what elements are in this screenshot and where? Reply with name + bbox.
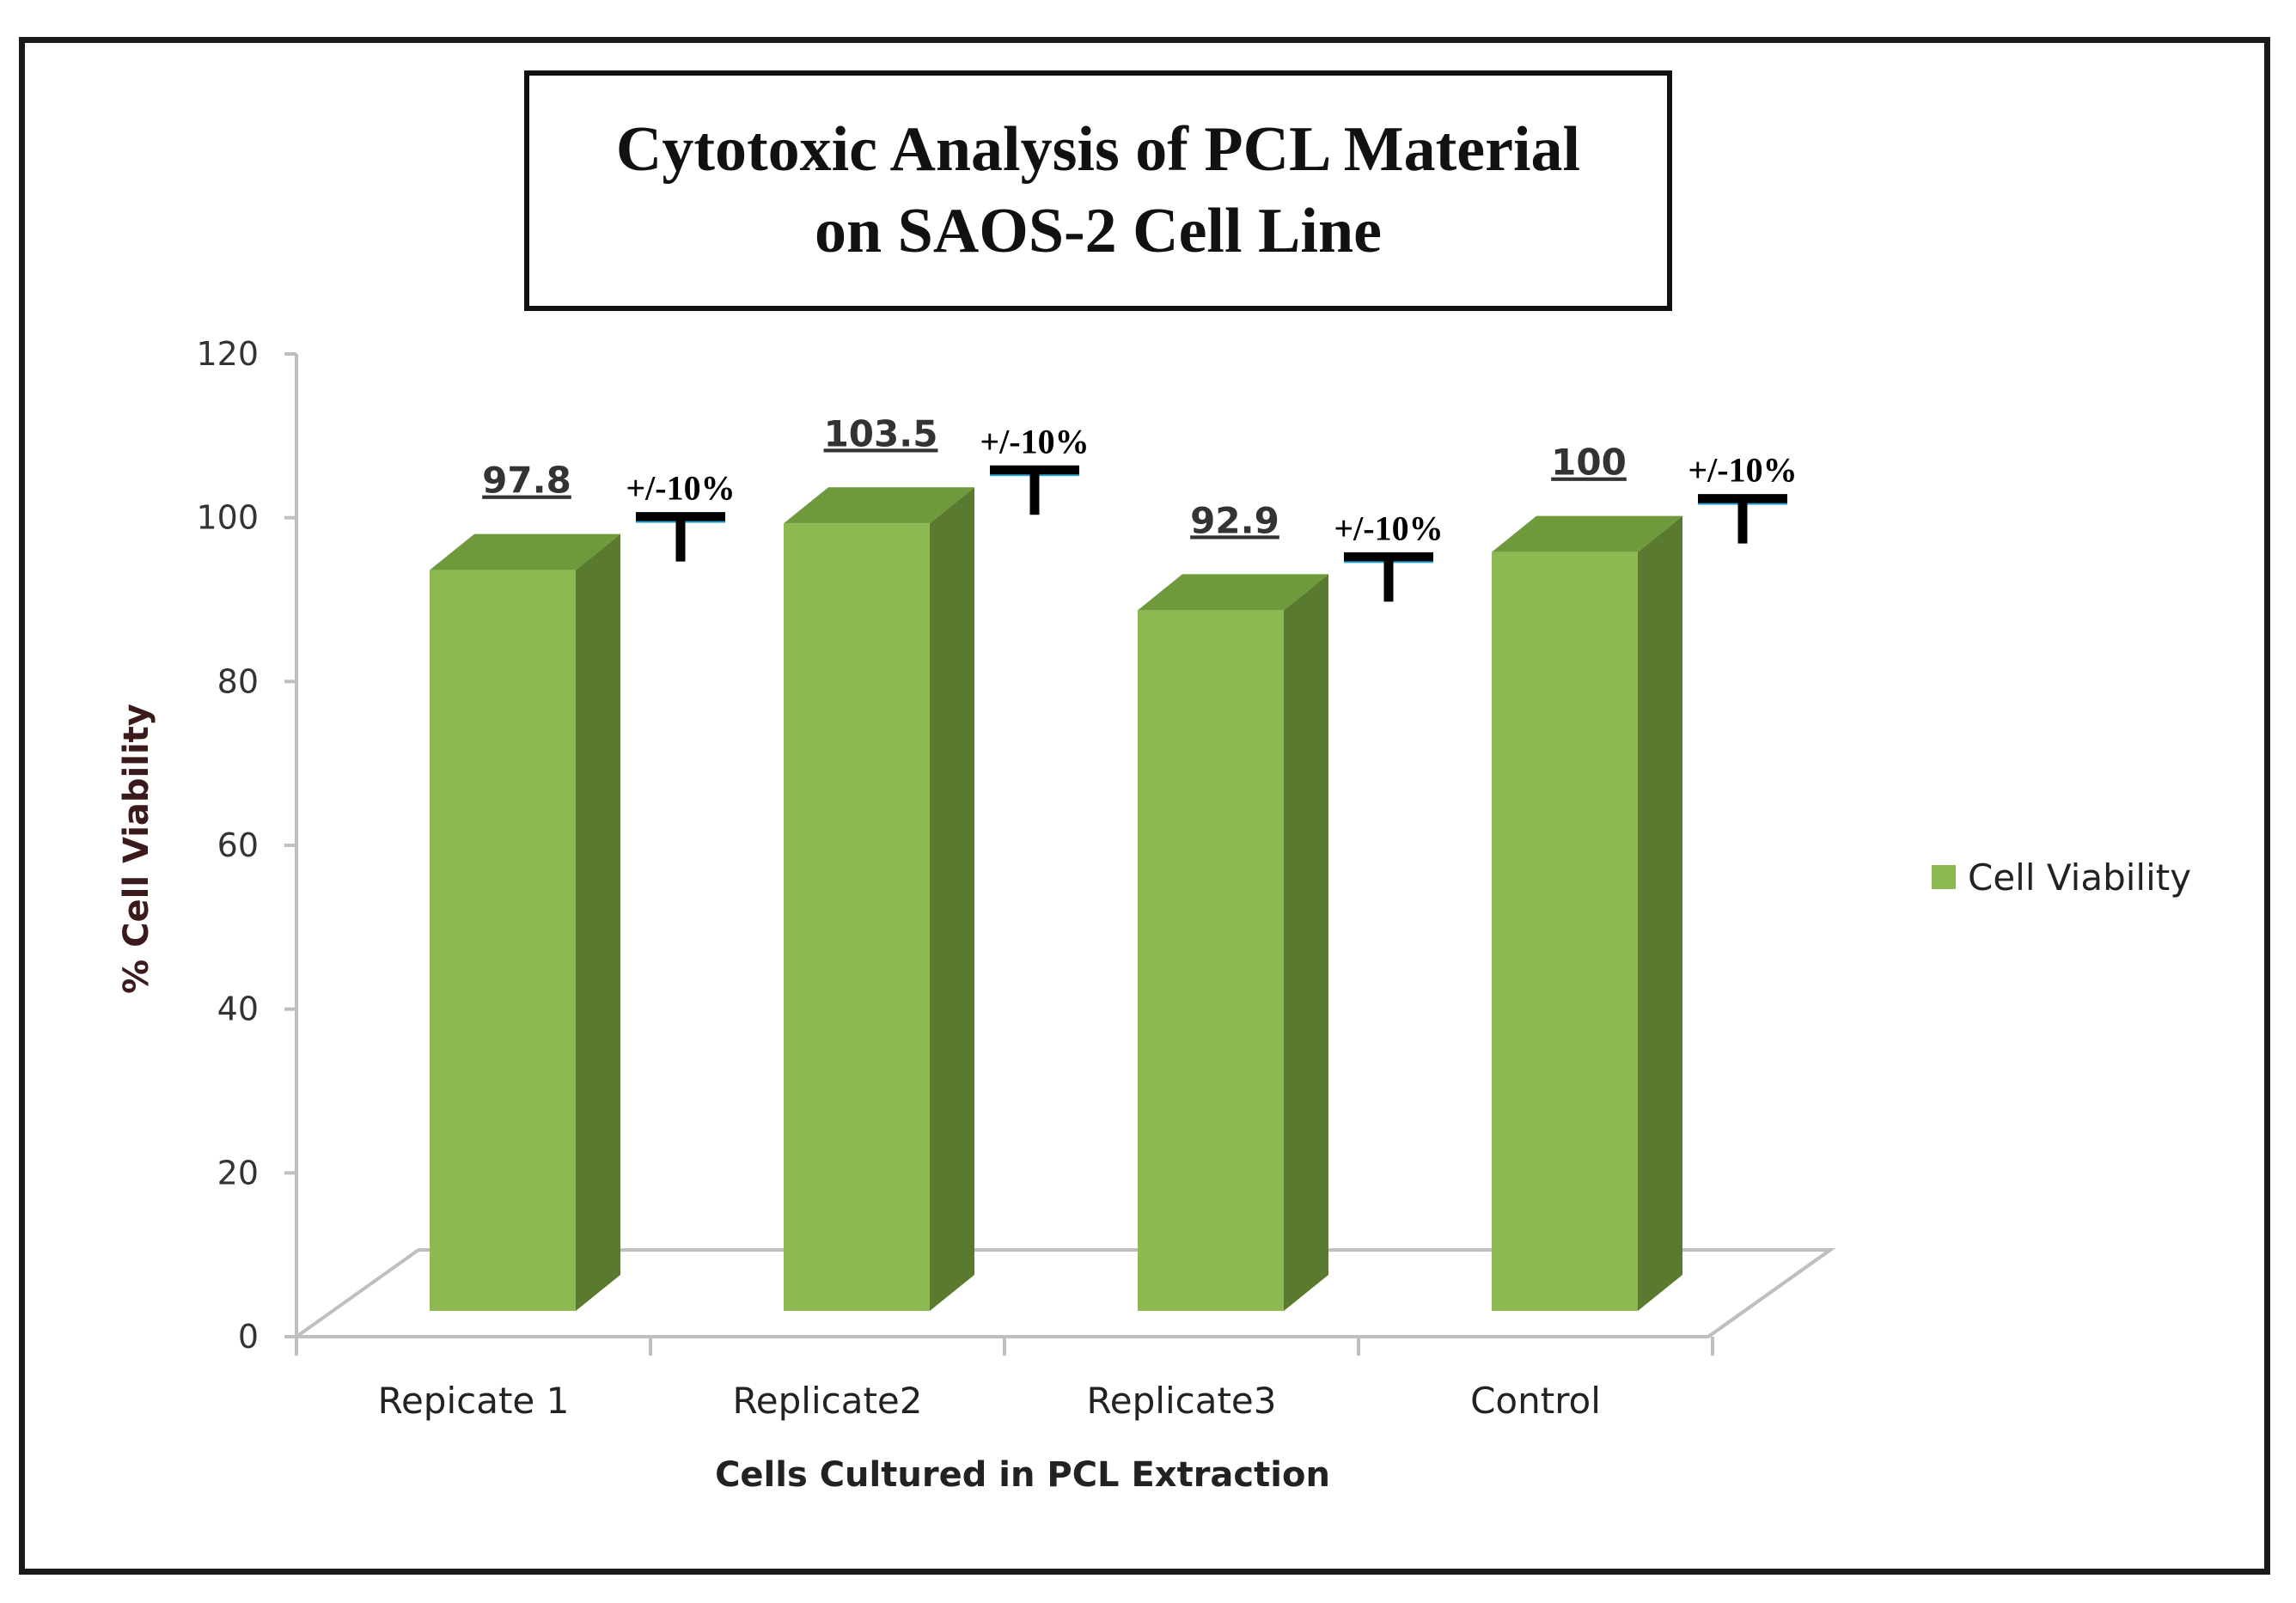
y-axis: 0 20 40 60 80 100 120 (196, 335, 298, 1356)
chart-title-line-2: on SAOS-2 Cell Line (815, 196, 1382, 266)
legend: Cell Viability (1932, 856, 2191, 899)
bar-side-face (576, 533, 620, 1311)
bar-side-face (1638, 515, 1682, 1311)
y-tick-label: 100 (196, 499, 259, 537)
bar (1492, 515, 1682, 1311)
chart-floor (290, 1248, 1836, 1338)
bar-front-face (430, 570, 576, 1311)
error-marker: +/-10% (1334, 509, 1444, 602)
bar-front-face (1492, 552, 1638, 1311)
bar-front-face (784, 523, 930, 1311)
error-marker: +/-10% (626, 469, 736, 562)
x-tick-label: Control (1470, 1380, 1601, 1422)
bar-top-face (430, 533, 620, 570)
error-marker: +/-10% (980, 422, 1090, 515)
bar-front-face (1138, 610, 1284, 1311)
error-marker: +/-10% (1688, 451, 1798, 544)
y-tick-label: 60 (217, 826, 259, 864)
y-tick-label: 80 (217, 662, 259, 700)
error-label: +/-10% (626, 469, 735, 508)
x-axis: Repicate 1 Replicate2 Replicate3 Control (295, 1337, 1714, 1422)
value-label: 97.8 (482, 460, 571, 502)
bars (430, 487, 1682, 1311)
y-tick-label: 120 (196, 335, 259, 373)
y-tick-label: 40 (217, 990, 259, 1028)
value-label: 103.5 (824, 412, 938, 454)
x-tick-label: Replicate3 (1087, 1380, 1277, 1422)
bar (1138, 574, 1328, 1311)
y-axis-title: % Cell Viability (117, 704, 156, 994)
x-tick-label: Replicate2 (733, 1380, 923, 1422)
error-label: +/-10% (1334, 509, 1443, 547)
legend-swatch (1932, 865, 1956, 889)
bar-side-face (930, 487, 974, 1311)
error-label: +/-10% (980, 422, 1089, 460)
value-label: 92.9 (1190, 499, 1279, 541)
bar-top-face (1492, 515, 1682, 552)
x-tick-label: Repicate 1 (378, 1380, 570, 1422)
error-label: +/-10% (1688, 451, 1797, 490)
y-tick-label: 0 (238, 1318, 259, 1356)
bar (784, 487, 974, 1311)
bar-top-face (1138, 574, 1328, 611)
x-axis-title: Cells Cultured in PCL Extraction (715, 1455, 1330, 1495)
bar-side-face (1284, 574, 1328, 1311)
chart-title-line-1: Cytotoxic Analysis of PCL Material (615, 114, 1581, 186)
floor-edge (1707, 1248, 1832, 1338)
legend-label: Cell Viability (1968, 856, 2191, 899)
bar-top-face (784, 487, 974, 524)
value-label: 100 (1551, 442, 1627, 484)
data-labels: 97.8 +/-10% 103.5 +/-10% 92.9 +/-10% 100 +/-10% (482, 412, 1798, 602)
chart-title-box: Cytotoxic Analysis of PCL Material on SA… (524, 70, 1672, 311)
bar (430, 533, 620, 1311)
y-tick-label: 20 (217, 1154, 259, 1192)
